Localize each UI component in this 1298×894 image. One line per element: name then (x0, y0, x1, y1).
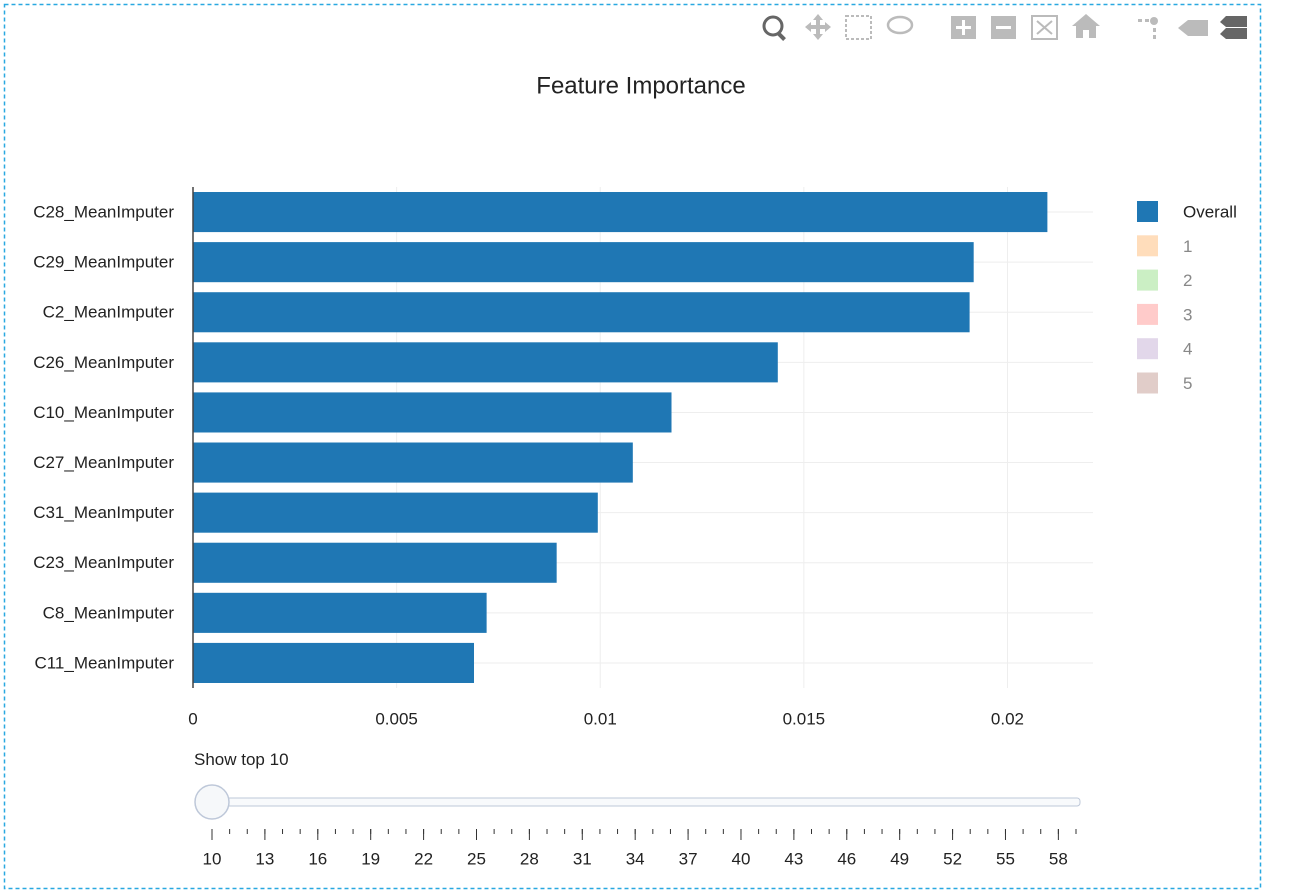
legend-item[interactable]: Overall (1137, 201, 1237, 222)
legend-item[interactable]: 5 (1137, 372, 1192, 394)
chart-title: Feature Importance (536, 72, 745, 99)
slider-tick-label: 43 (784, 849, 803, 868)
legend-item[interactable]: 3 (1137, 303, 1192, 325)
legend-label: 5 (1183, 374, 1192, 393)
legend-item[interactable]: 4 (1137, 338, 1192, 360)
slider-tick-label: 52 (943, 849, 962, 868)
legend-label: 3 (1183, 305, 1192, 324)
x-tick-label: 0 (188, 709, 197, 728)
slider-tick-label: 34 (626, 849, 645, 868)
slider-tick-label: 28 (520, 849, 539, 868)
slider-tick-label: 25 (467, 849, 486, 868)
legend-swatch (1137, 269, 1158, 291)
bar (193, 442, 633, 483)
bar (193, 392, 672, 433)
legend-item[interactable]: 1 (1137, 235, 1192, 257)
legend-label: 1 (1183, 237, 1192, 256)
bar (193, 542, 557, 583)
slider-tick-label: 13 (255, 849, 274, 868)
legend-label: 4 (1183, 340, 1192, 359)
hover-closest-button[interactable] (1178, 20, 1208, 36)
slider-prefix: Show top (194, 750, 265, 769)
slider-tick-label: 49 (890, 849, 909, 868)
slider-tick-label: 37 (679, 849, 698, 868)
zoom-out-button[interactable] (991, 16, 1016, 39)
lasso-button[interactable] (886, 15, 914, 35)
bar (193, 592, 487, 633)
y-tick-label: C2_MeanImputer (43, 303, 175, 322)
slider-current-label: Show top 10 (194, 750, 289, 769)
legend-swatch (1137, 235, 1158, 257)
y-tick-label: C31_MeanImputer (33, 503, 174, 522)
legend-swatch (1137, 372, 1158, 394)
slider-rail (207, 797, 1081, 807)
x-tick-label: 0.01 (584, 709, 617, 728)
legend-label: 2 (1183, 271, 1192, 290)
y-tick-label: C27_MeanImputer (33, 453, 174, 472)
bar (193, 292, 970, 333)
legend-swatch (1137, 201, 1158, 222)
hover-compare-button[interactable] (1220, 16, 1247, 39)
legend-swatch (1137, 338, 1158, 360)
y-tick-label: C26_MeanImputer (33, 353, 174, 372)
spike-button[interactable] (1138, 17, 1158, 39)
y-tick-label: C11_MeanImputer (34, 653, 174, 672)
x-tick-label: 0.02 (991, 709, 1024, 728)
toolbar (762, 14, 1247, 41)
slider-tick-label: 40 (732, 849, 751, 868)
x-tick-label: 0.015 (783, 709, 826, 728)
frame (3, 3, 1262, 890)
slider-value: 10 (270, 750, 289, 769)
slider-tick-label: 22 (414, 849, 433, 868)
y-tick-label: C10_MeanImputer (33, 403, 174, 422)
slider-tick-label: 46 (837, 849, 856, 868)
slider-handle[interactable] (194, 784, 230, 820)
x-tick-label: 0.005 (375, 709, 418, 728)
reset-button[interactable] (1072, 14, 1100, 38)
bar (193, 642, 474, 683)
slider-tick-label: 19 (361, 849, 380, 868)
zoom-in-button[interactable] (951, 16, 976, 39)
y-tick-label: C8_MeanImputer (43, 603, 175, 622)
slider-tick-label: 16 (308, 849, 327, 868)
bar (193, 342, 778, 383)
bar (193, 242, 974, 283)
y-tick-label: C28_MeanImputer (33, 203, 174, 222)
bar (193, 492, 598, 533)
y-tick-label: C23_MeanImputer (33, 553, 174, 572)
legend-label: Overall (1183, 202, 1237, 221)
slider-tick-label: 58 (1049, 849, 1068, 868)
legend-swatch (1137, 303, 1158, 325)
autoscale-button[interactable] (1031, 15, 1058, 40)
box-select-button[interactable] (845, 15, 872, 40)
slider-tick-label: 55 (996, 849, 1015, 868)
slider-tick-label: 10 (203, 849, 222, 868)
legend-item[interactable]: 2 (1137, 269, 1192, 291)
zoom-button[interactable] (762, 15, 786, 41)
y-tick-label: C29_MeanImputer (33, 253, 174, 272)
slider-tick-label: 31 (573, 849, 592, 868)
pan-button[interactable] (805, 14, 831, 40)
bar (193, 192, 1048, 233)
